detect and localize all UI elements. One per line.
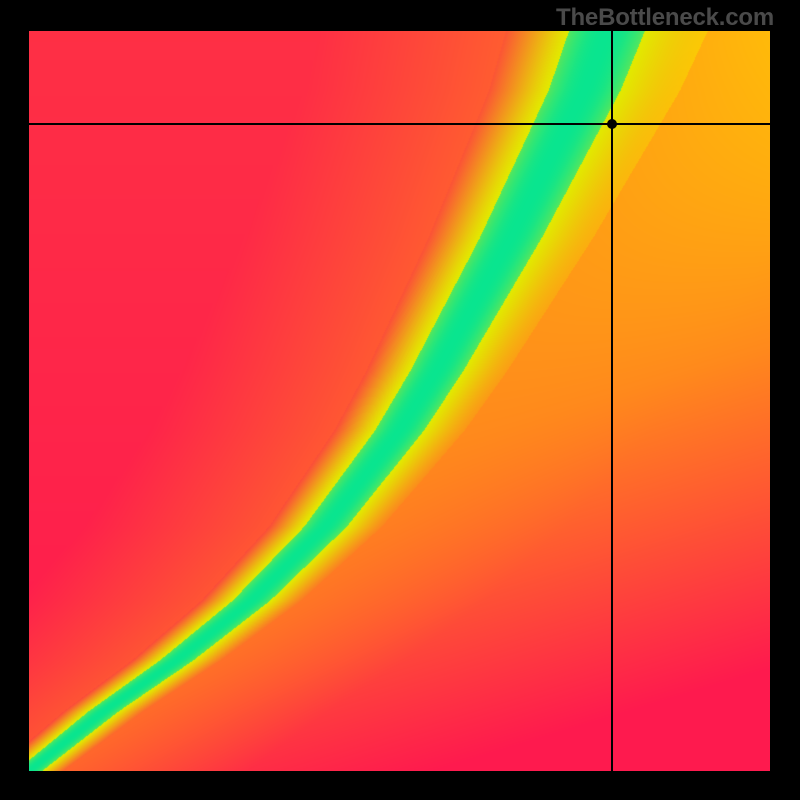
marker-rule-horizontal	[29, 123, 770, 125]
bottleneck-heatmap	[29, 31, 770, 771]
marker-dot	[607, 119, 617, 129]
heatmap-canvas	[29, 31, 770, 771]
watermark-text: TheBottleneck.com	[556, 4, 774, 32]
marker-rule-vertical	[611, 31, 613, 771]
